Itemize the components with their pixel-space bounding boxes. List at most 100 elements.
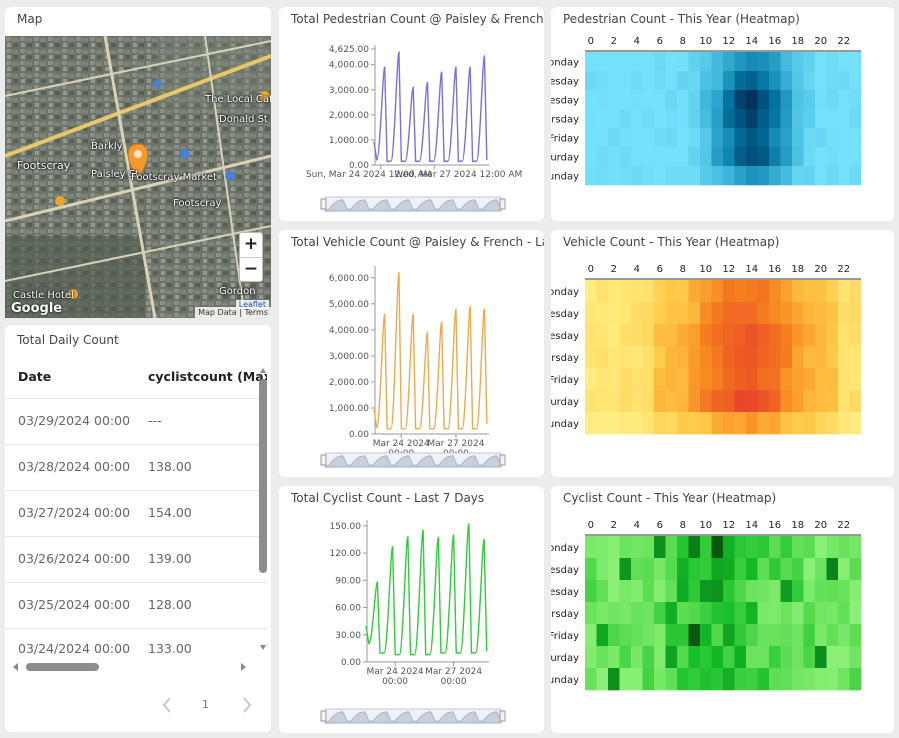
heatmap-cell[interactable]	[769, 280, 781, 303]
heatmap-cell[interactable]	[803, 302, 816, 325]
heatmap-cell[interactable]	[631, 668, 643, 691]
heatmap-cell[interactable]	[608, 166, 620, 186]
heatmap-cell[interactable]	[654, 390, 666, 413]
heatmap-cell[interactable]	[642, 109, 655, 129]
next-page-icon[interactable]	[240, 696, 254, 714]
heatmap-cell[interactable]	[757, 536, 770, 559]
heatmap-cell[interactable]	[723, 668, 735, 691]
heatmap-cell[interactable]	[585, 602, 597, 625]
heatmap-cell[interactable]	[792, 602, 804, 625]
heatmap-cell[interactable]	[849, 280, 862, 303]
heatmap-cell[interactable]	[849, 147, 862, 167]
heatmap-cell[interactable]	[826, 71, 839, 91]
heatmap-cell[interactable]	[619, 558, 632, 581]
heatmap-cell[interactable]	[608, 346, 620, 369]
heatmap-cell[interactable]	[642, 390, 655, 413]
heatmap-cell[interactable]	[619, 390, 632, 413]
heatmap-cell[interactable]	[734, 580, 747, 603]
series-line[interactable]	[373, 271, 488, 430]
scroll-thumb[interactable]	[259, 379, 267, 573]
heatmap-cell[interactable]	[619, 166, 632, 186]
heatmap-cell[interactable]	[746, 90, 758, 110]
heatmap-cell[interactable]	[792, 147, 804, 167]
heatmap-cell[interactable]	[838, 390, 850, 413]
heatmap-cell[interactable]	[803, 280, 816, 303]
heatmap-cell[interactable]	[596, 324, 609, 347]
heatmap-cell[interactable]	[723, 166, 735, 186]
heatmap-cell[interactable]	[838, 280, 850, 303]
heatmap-cell[interactable]	[780, 166, 793, 186]
heatmap-cell[interactable]	[677, 128, 689, 148]
heatmap-cell[interactable]	[769, 90, 781, 110]
heatmap-cell[interactable]	[642, 346, 655, 369]
heatmap-cell[interactable]	[665, 668, 678, 691]
heatmap-cell[interactable]	[631, 302, 643, 325]
heatmap-cell[interactable]	[723, 646, 735, 669]
heatmap-cell[interactable]	[677, 602, 689, 625]
heatmap-cell[interactable]	[619, 90, 632, 110]
heatmap-cell[interactable]	[849, 346, 862, 369]
heatmap-cell[interactable]	[792, 324, 804, 347]
heatmap-cell[interactable]	[688, 646, 701, 669]
vehicle-line-chart[interactable]: 0.00 1,000.00 2,000.00 3,000.00 4,000.00 5,00…	[279, 258, 544, 477]
heatmap-cell[interactable]	[826, 302, 839, 325]
heatmap-cell[interactable]	[723, 52, 735, 72]
heatmap-cell[interactable]	[608, 668, 620, 691]
heatmap-cell[interactable]	[769, 412, 781, 435]
heatmap-cell[interactable]	[608, 90, 620, 110]
heatmap-cell[interactable]	[665, 128, 678, 148]
heatmap-cell[interactable]	[815, 390, 827, 413]
heatmap-cell[interactable]	[723, 368, 735, 391]
heatmap-cell[interactable]	[631, 624, 643, 647]
heatmap-cell[interactable]	[631, 368, 643, 391]
heatmap-cell[interactable]	[780, 280, 793, 303]
heatmap-cell[interactable]	[585, 368, 597, 391]
heatmap-cell[interactable]	[746, 147, 758, 167]
heatmap-cell[interactable]	[585, 147, 597, 167]
heatmap-cell[interactable]	[838, 166, 850, 186]
heatmap-cell[interactable]	[792, 390, 804, 413]
heatmap-cell[interactable]	[723, 536, 735, 559]
heatmap-cell[interactable]	[700, 302, 712, 325]
heatmap-cell[interactable]	[769, 390, 781, 413]
heatmap-cell[interactable]	[677, 280, 689, 303]
heatmap-cell[interactable]	[792, 412, 804, 435]
heatmap-cell[interactable]	[769, 52, 781, 72]
navigator-handle-right[interactable]	[499, 198, 506, 210]
heatmap-cell[interactable]	[688, 166, 701, 186]
heatmap-cell[interactable]	[677, 147, 689, 167]
heatmap-cell[interactable]	[631, 646, 643, 669]
heatmap-cell[interactable]	[700, 368, 712, 391]
heatmap-cell[interactable]	[734, 536, 747, 559]
heatmap-cell[interactable]	[665, 166, 678, 186]
heatmap-cell[interactable]	[619, 368, 632, 391]
heatmap-cell[interactable]	[700, 109, 712, 129]
heatmap-cell[interactable]	[838, 147, 850, 167]
heatmap-cell[interactable]	[688, 147, 701, 167]
heatmap-cell[interactable]	[769, 166, 781, 186]
heatmap-cell[interactable]	[700, 646, 712, 669]
heatmap-cell[interactable]	[585, 390, 597, 413]
heatmap-cell[interactable]	[585, 346, 597, 369]
heatmap-cell[interactable]	[688, 90, 701, 110]
heatmap-cell[interactable]	[642, 580, 655, 603]
zoom-out-button[interactable]: −	[240, 257, 262, 281]
heatmap-cell[interactable]	[688, 52, 701, 72]
heatmap-cell[interactable]	[608, 602, 620, 625]
heatmap-cell[interactable]	[665, 324, 678, 347]
heatmap-cell[interactable]	[746, 668, 758, 691]
heatmap-cell[interactable]	[792, 646, 804, 669]
heatmap-cell[interactable]	[596, 346, 609, 369]
heatmap-cell[interactable]	[596, 90, 609, 110]
heatmap-cell[interactable]	[780, 390, 793, 413]
heatmap-cell[interactable]	[723, 558, 735, 581]
heatmap-cell[interactable]	[711, 71, 724, 91]
heatmap-cell[interactable]	[688, 346, 701, 369]
heatmap-cell[interactable]	[700, 390, 712, 413]
heatmap-cell[interactable]	[665, 52, 678, 72]
heatmap-cell[interactable]	[734, 558, 747, 581]
heatmap-cell[interactable]	[608, 646, 620, 669]
heatmap-cell[interactable]	[654, 668, 666, 691]
heatmap-cell[interactable]	[769, 558, 781, 581]
heatmap-cell[interactable]	[838, 368, 850, 391]
